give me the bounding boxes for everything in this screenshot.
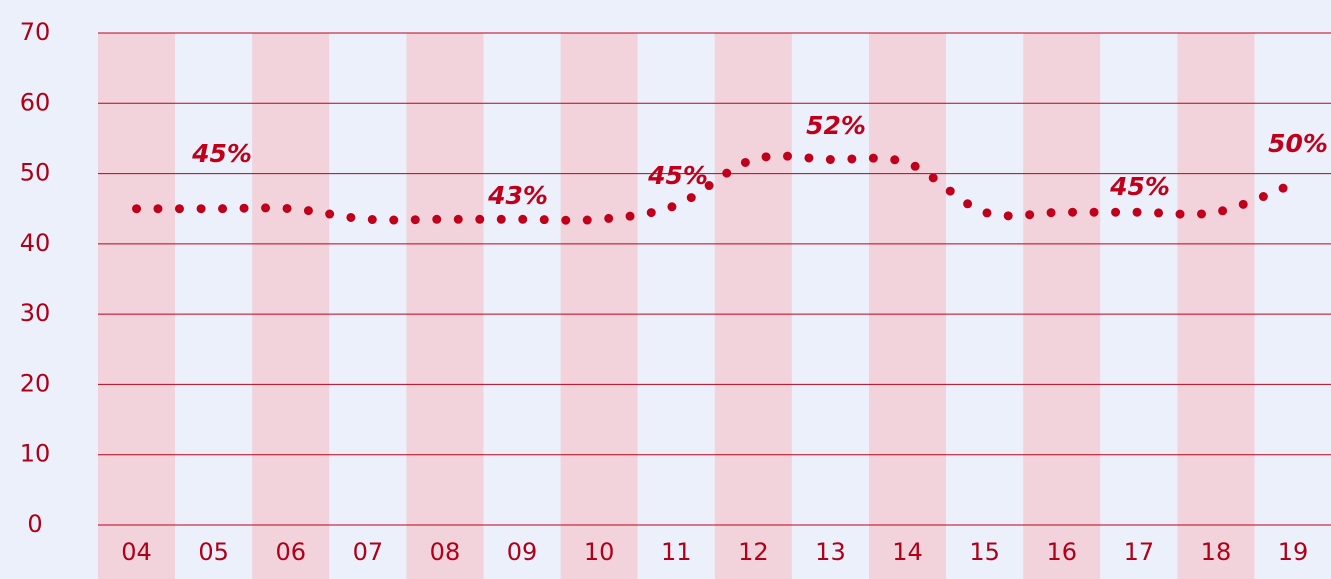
x-tick-label: 05 <box>198 538 229 566</box>
x-tick-label: 17 <box>1124 538 1155 566</box>
x-tick-label: 12 <box>738 538 769 566</box>
band <box>483 33 561 579</box>
annotation: 50% <box>1268 129 1328 158</box>
band <box>946 33 1024 579</box>
x-tick-label: 04 <box>121 538 152 566</box>
band <box>175 33 253 579</box>
x-tick-label: 06 <box>275 538 306 566</box>
annotation: 43% <box>487 181 548 210</box>
band <box>1023 33 1101 579</box>
y-tick-label: 50 <box>20 159 51 187</box>
band <box>637 33 715 579</box>
band <box>1177 33 1255 579</box>
band <box>329 33 407 579</box>
annotation: 45% <box>647 161 708 190</box>
band <box>1100 33 1178 579</box>
x-tick-label: 15 <box>969 538 1000 566</box>
annotation: 52% <box>806 111 866 140</box>
x-tick-label: 10 <box>584 538 615 566</box>
x-tick-label: 11 <box>661 538 692 566</box>
x-tick-label: 09 <box>507 538 538 566</box>
y-tick-label: 10 <box>20 440 51 468</box>
band <box>98 33 176 579</box>
dotted-line <box>132 151 1298 225</box>
y-tick-label: 60 <box>20 88 51 116</box>
x-tick-label: 13 <box>815 538 846 566</box>
x-tick-label: 18 <box>1201 538 1232 566</box>
y-tick-label: 20 <box>20 369 51 397</box>
band <box>252 33 330 579</box>
x-tick-label: 07 <box>353 538 384 566</box>
y-tick-label: 40 <box>20 229 51 257</box>
annotation: 45% <box>191 139 252 168</box>
x-tick-label: 19 <box>1278 538 1309 566</box>
annotation: 45% <box>1109 172 1170 201</box>
y-tick-label: 70 <box>20 18 51 46</box>
band <box>560 33 638 579</box>
band <box>791 33 869 579</box>
y-tick-label: 30 <box>20 299 51 327</box>
y-tick-label: 0 <box>27 510 42 538</box>
band <box>869 33 947 579</box>
band <box>406 33 484 579</box>
x-tick-label: 16 <box>1046 538 1077 566</box>
band <box>1254 33 1331 579</box>
band <box>714 33 792 579</box>
x-tick-label: 14 <box>892 538 923 566</box>
x-tick-label: 08 <box>430 538 461 566</box>
